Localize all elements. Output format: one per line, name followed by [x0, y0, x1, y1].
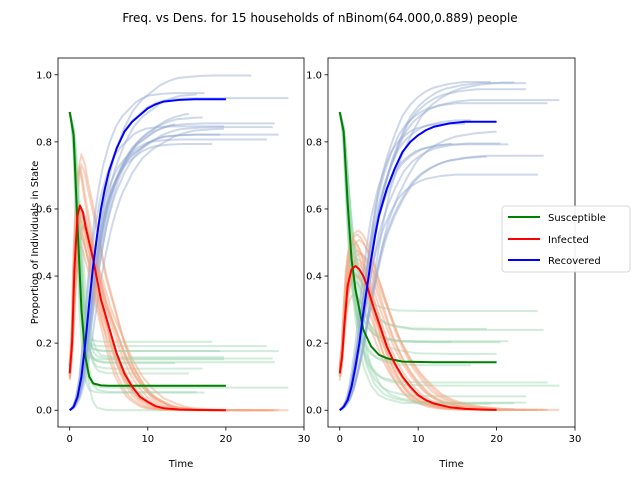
replicate-recovered-line — [69, 125, 224, 411]
left-panel-frame — [57, 57, 305, 428]
y-tick-label: 0.0 — [306, 406, 322, 417]
replicate-susceptible-line — [68, 111, 221, 353]
x-tick-label: 20 — [490, 434, 503, 445]
y-tick-label: 0.8 — [306, 137, 322, 148]
series-susceptible-line — [68, 111, 226, 387]
replicate-recovered-line — [339, 81, 515, 412]
left-panel: 0 10 20 30 0.0 0.2 0.4 0.6 0.8 1.0 Time Proportio… — [30, 57, 310, 470]
right-panel: 0 10 20 30 0.0 0.2 0.4 0.6 0.8 1.0 Time — [306, 57, 581, 470]
replicate-susceptible-line — [68, 111, 224, 359]
replicate-recovered-line — [69, 74, 252, 412]
replicate-recovered-line — [339, 154, 544, 412]
replicate-susceptible-line — [338, 111, 497, 355]
y-tick-label: 0.6 — [36, 204, 52, 215]
replicate-recovered-line — [339, 119, 472, 411]
right-panel-xlabel: Time — [438, 459, 463, 470]
replicate-infected-line — [68, 207, 197, 411]
replicate-recovered-line — [69, 113, 189, 412]
y-tick-label: 0.2 — [306, 339, 322, 350]
x-tick-label: 10 — [141, 434, 154, 445]
x-tick-label: 30 — [569, 434, 582, 445]
y-tick-label: 0.4 — [306, 272, 322, 283]
replicate-susceptible-line — [68, 111, 275, 364]
replicate-susceptible-line — [68, 111, 224, 361]
right-panel-ticks: 0 10 20 30 0.0 0.2 0.4 0.6 0.8 1.0 — [306, 70, 581, 445]
replicate-recovered-line — [68, 92, 205, 411]
legend-label-recovered: Recovered — [548, 256, 601, 267]
left-panel-mean-lines — [68, 98, 226, 412]
x-tick-label: 10 — [412, 434, 425, 445]
x-tick-label: 20 — [220, 434, 233, 445]
replicate-susceptible-line — [338, 111, 548, 384]
y-tick-label: 0.2 — [36, 339, 52, 350]
x-tick-label: 0 — [337, 434, 343, 445]
replicate-susceptible-line — [68, 111, 273, 360]
replicate-recovered-line — [69, 122, 275, 412]
y-tick-label: 0.8 — [36, 137, 52, 148]
replicate-susceptible-line — [68, 111, 279, 353]
replicate-recovered-line — [339, 143, 509, 411]
replicate-recovered-line — [69, 126, 273, 412]
replicate-susceptible-line — [338, 111, 560, 387]
replicate-recovered-line — [339, 142, 452, 411]
series-susceptible-line — [338, 111, 497, 364]
legend: Susceptible Infected Recovered — [501, 205, 631, 273]
x-tick-label: 30 — [298, 434, 311, 445]
figure-title: Freq. vs Dens. for 15 households of nBin… — [122, 11, 517, 25]
replicate-susceptible-line — [68, 111, 176, 365]
replicate-recovered-line — [69, 127, 224, 412]
right-panel-mean-lines — [338, 111, 497, 411]
legend-label-infected: Infected — [548, 235, 589, 246]
replicate-susceptible-line — [68, 111, 213, 343]
replicate-recovered-line — [339, 173, 538, 412]
replicate-susceptible-line — [338, 111, 544, 331]
replicate-susceptible-line — [68, 111, 203, 370]
x-tick-label: 0 — [67, 434, 73, 445]
replicate-susceptible-line — [338, 111, 491, 405]
replicate-recovered-line — [69, 116, 203, 412]
replicate-recovered-line — [339, 155, 487, 412]
y-tick-label: 0.6 — [306, 204, 322, 215]
replicate-recovered-line — [69, 133, 279, 412]
replicate-infected-line — [338, 252, 515, 411]
replicate-infected-line — [338, 242, 466, 411]
series-infected-line — [68, 204, 226, 412]
left-panel-xlabel: Time — [168, 459, 193, 470]
replicate-recovered-line — [339, 80, 491, 411]
series-recovered-line — [339, 120, 497, 411]
legend-label-susceptible: Susceptible — [548, 213, 606, 224]
left-panel-ticks: 0 10 20 30 0.0 0.2 0.4 0.6 0.8 1.0 — [36, 70, 310, 445]
replicate-susceptible-line — [338, 111, 501, 344]
left-panel-ylabel: Proportion of Individuals in State — [30, 161, 41, 324]
y-tick-label: 1.0 — [36, 70, 52, 81]
y-tick-label: 0.4 — [36, 272, 52, 283]
replicate-susceptible-line — [338, 111, 487, 330]
y-tick-label: 0.0 — [36, 406, 52, 417]
replicate-recovered-line — [69, 123, 176, 412]
series-recovered-line — [69, 98, 226, 411]
replicate-infected-line — [338, 229, 544, 411]
replicate-recovered-line — [339, 102, 548, 411]
legend-box — [501, 205, 631, 273]
y-tick-label: 1.0 — [306, 70, 322, 81]
replicate-susceptible-line — [68, 111, 289, 389]
replicate-recovered-line — [69, 93, 197, 412]
replicate-recovered-line — [69, 138, 267, 411]
replicate-susceptible-line — [338, 111, 509, 343]
replicate-susceptible-line — [68, 111, 267, 348]
replicate-recovered-line — [339, 142, 501, 412]
series-infected-line — [338, 264, 497, 411]
